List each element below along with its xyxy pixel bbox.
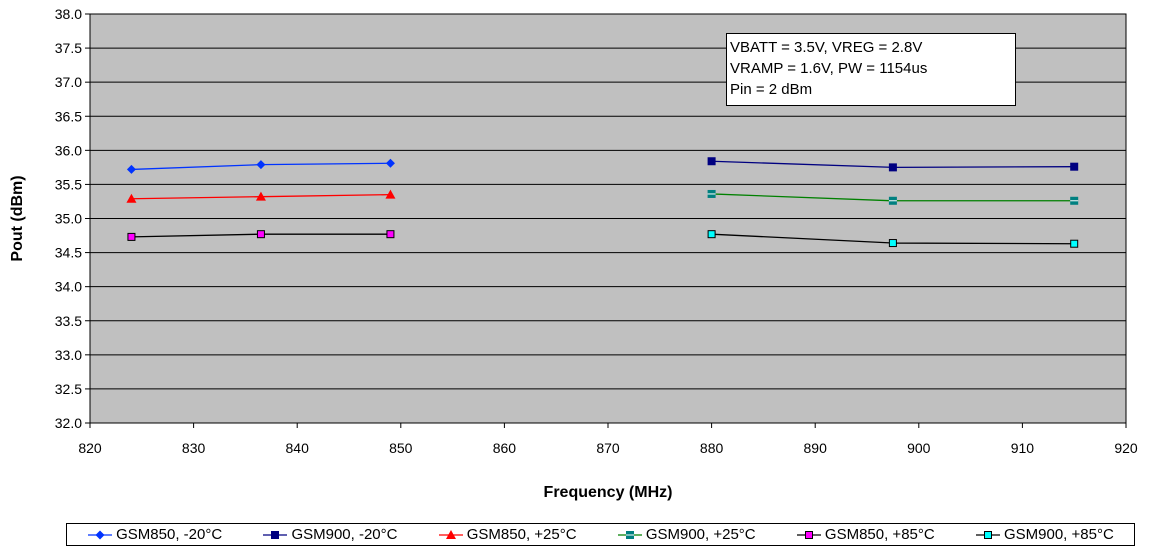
annotation-line-1: VBATT = 3.5V, VREG = 2.8V xyxy=(730,39,923,56)
data-point xyxy=(255,191,266,201)
data-point xyxy=(126,193,137,203)
legend-marker xyxy=(271,530,280,539)
annotation-line-2: VRAMP = 1.6V, PW = 1154us xyxy=(730,60,928,77)
legend-swatch xyxy=(438,529,463,539)
x-tick-label: 910 xyxy=(1011,440,1035,456)
x-axis-label: Frequency (MHz) xyxy=(544,484,673,501)
data-point xyxy=(1070,239,1079,248)
y-axis-ticks: 32.0 32.5 33.0 33.5 34.0 34.5 35.0 35.5 36.0 36.5… xyxy=(55,6,90,431)
legend-marker xyxy=(804,530,813,539)
data-point xyxy=(888,196,897,205)
y-tick-label: 33.5 xyxy=(55,313,82,329)
legend: GSM850, -20°C GSM900, -20°C GSM850, +25°C G… xyxy=(66,523,1135,546)
x-tick-label: 850 xyxy=(389,440,413,456)
series-3 xyxy=(707,189,1079,205)
legend-swatch xyxy=(796,530,821,539)
y-tick-label: 35.5 xyxy=(55,176,82,192)
x-tick-label: 890 xyxy=(804,440,828,456)
x-tick-label: 880 xyxy=(700,440,724,456)
x-tick-label: 900 xyxy=(907,440,931,456)
legend-swatch xyxy=(975,530,1000,539)
annotation-line-3: Pin = 2 dBm xyxy=(730,81,813,98)
data-point xyxy=(888,163,897,172)
x-tick-label: 820 xyxy=(78,440,102,456)
y-tick-label: 34.5 xyxy=(55,245,82,261)
legend-swatch xyxy=(88,530,113,539)
y-tick-label: 36.5 xyxy=(55,108,82,124)
y-tick-label: 37.5 xyxy=(55,40,82,56)
data-point xyxy=(256,230,265,239)
legend-label: GSM850, +85°C xyxy=(824,526,935,543)
legend-marker xyxy=(445,529,456,539)
y-tick-label: 32.0 xyxy=(55,415,82,431)
legend-item: GSM850, -20°C xyxy=(87,526,222,543)
y-tick-label: 34.0 xyxy=(55,279,82,295)
data-point xyxy=(127,232,136,241)
legend-label: GSM850, +25°C xyxy=(466,526,577,543)
legend-item: GSM900, +85°C xyxy=(975,526,1114,543)
legend-marker xyxy=(983,530,992,539)
y-axis-label: Pout (dBm) xyxy=(9,175,26,261)
data-point xyxy=(386,230,395,239)
data-point xyxy=(385,158,395,168)
legend-label: GSM900, -20°C xyxy=(291,526,398,543)
y-tick-label: 36.0 xyxy=(55,142,82,158)
data-point xyxy=(707,189,716,198)
legend-item: GSM850, +85°C xyxy=(796,526,935,543)
series-5 xyxy=(707,230,1079,248)
legend-item: GSM900, +25°C xyxy=(617,526,756,543)
legend-item: GSM850, +25°C xyxy=(438,526,577,543)
data-point xyxy=(707,230,716,239)
legend-swatch xyxy=(617,530,642,539)
legend-label: GSM900, +85°C xyxy=(1003,526,1114,543)
series-layer xyxy=(126,157,1079,248)
y-tick-label: 38.0 xyxy=(55,6,82,22)
legend-marker xyxy=(625,530,634,539)
data-point xyxy=(126,164,136,174)
y-tick-label: 32.5 xyxy=(55,381,82,397)
legend-label: GSM900, +25°C xyxy=(645,526,756,543)
y-tick-label: 35.0 xyxy=(55,211,82,227)
data-point xyxy=(707,157,716,166)
x-tick-label: 860 xyxy=(493,440,517,456)
series-0 xyxy=(126,158,395,174)
x-tick-label: 920 xyxy=(1114,440,1138,456)
legend-label: GSM850, -20°C xyxy=(116,526,223,543)
legend-item: GSM900, -20°C xyxy=(262,526,397,543)
x-axis-ticks: 820 830 840 850 860 870 880 890 900 910 920 xyxy=(78,423,1138,456)
data-point xyxy=(256,160,266,170)
series-4 xyxy=(127,230,395,241)
x-tick-label: 870 xyxy=(596,440,620,456)
legend-marker xyxy=(95,530,105,539)
legend-swatch xyxy=(263,530,288,539)
x-tick-label: 830 xyxy=(182,440,206,456)
data-point xyxy=(1070,162,1079,171)
x-tick-label: 840 xyxy=(286,440,310,456)
data-point xyxy=(385,189,396,199)
series-1 xyxy=(707,157,1079,172)
data-point xyxy=(888,239,897,248)
y-tick-label: 37.0 xyxy=(55,74,82,90)
data-point xyxy=(1070,196,1079,205)
y-tick-label: 33.0 xyxy=(55,347,82,363)
gridlines xyxy=(90,13,1126,424)
conditions-annotation: VBATT = 3.5V, VREG = 2.8V VRAMP = 1.6V, … xyxy=(726,33,1016,106)
series-2 xyxy=(126,189,396,203)
